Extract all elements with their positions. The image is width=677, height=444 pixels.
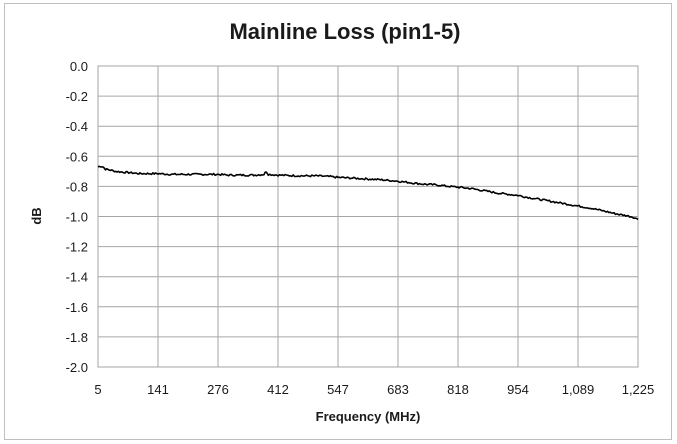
y-tick-label: -1.2	[66, 240, 88, 255]
x-axis-label: Frequency (MHz)	[316, 409, 421, 424]
chart-title: Mainline Loss (pin1-5)	[229, 19, 460, 44]
y-tick-label: -2.0	[66, 360, 88, 375]
x-tick-label: 818	[447, 382, 469, 397]
x-tick-label: 1,225	[622, 382, 655, 397]
series-line	[97, 165, 639, 221]
x-tick-label: 954	[507, 382, 529, 397]
series-group	[97, 165, 639, 221]
y-tick-label: -1.4	[66, 270, 88, 285]
plot-area	[97, 65, 639, 368]
y-tick-label: -0.8	[66, 179, 88, 194]
y-tick-label: -0.2	[66, 89, 88, 104]
x-tick-label: 412	[267, 382, 289, 397]
x-tick-label: 141	[147, 382, 169, 397]
x-tick-label: 547	[327, 382, 349, 397]
y-tick-label: -1.6	[66, 300, 88, 315]
y-tick-label: -0.6	[66, 149, 88, 164]
x-tick-label: 276	[207, 382, 229, 397]
y-tick-label: -1.8	[66, 330, 88, 345]
grid	[97, 65, 639, 368]
x-tick-label: 683	[387, 382, 409, 397]
x-tick-label: 1,089	[562, 382, 595, 397]
y-axis-ticks: 0.0 -0.2 -0.4 -0.6 -0.8 -1.0 -1.2 -1.4 -1.6 -1.8 -…	[66, 59, 88, 375]
y-tick-label: -0.4	[66, 119, 88, 134]
x-tick-label: 5	[94, 382, 101, 397]
y-tick-label: 0.0	[70, 59, 88, 74]
y-axis-label: dB	[29, 207, 44, 224]
x-axis-ticks: 5 141 276 412 547 683 818 954 1,089 1,225	[94, 382, 654, 397]
y-tick-label: -1.0	[66, 210, 88, 225]
